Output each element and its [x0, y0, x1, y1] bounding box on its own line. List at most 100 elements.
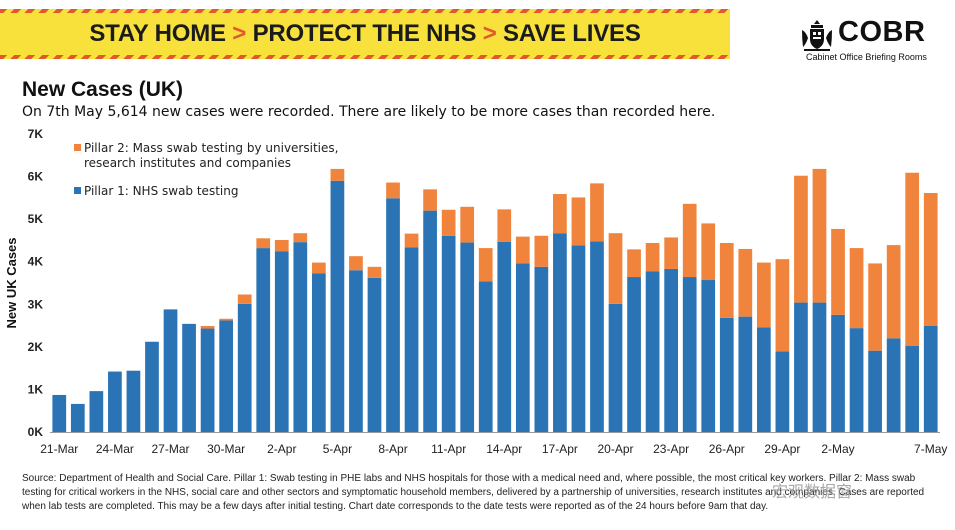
bar-pillar2	[237, 294, 252, 304]
bar-pillar2	[460, 206, 475, 243]
bar-pillar2	[256, 238, 271, 249]
y-tick-label: 7K	[28, 127, 44, 141]
bar-pillar1	[70, 403, 85, 432]
bar-pillar1	[553, 233, 567, 432]
bar-pillar2	[311, 262, 326, 274]
watermark: 宏观数据窗	[772, 482, 853, 501]
bar-pillar1	[311, 273, 326, 432]
x-tick-label: 30-Mar	[207, 442, 245, 456]
chart-subtitle: On 7th May 5,614 new cases were recorded…	[22, 104, 716, 120]
bar-pillar1	[627, 277, 641, 432]
bar-pillar1	[534, 266, 549, 432]
x-tick-label: 8-Apr	[378, 442, 407, 456]
x-tick-label: 24-Mar	[96, 442, 134, 456]
new-cases-chart: 0K 1K 2K 3K 4K 5K 6K 7K New UK Cases 21-Mar 24-Mar…	[4, 127, 947, 456]
slogan-text: STAY HOME > PROTECT THE NHS > SAVE LIVES	[0, 20, 730, 48]
bar-pillar2	[738, 248, 753, 317]
cobr-subtitle: Cabinet Office Briefing Rooms	[806, 52, 927, 62]
x-tick-label: 14-Apr	[486, 442, 522, 456]
y-tick-label: 6K	[28, 170, 44, 184]
bar-pillar1	[237, 303, 252, 432]
bar-pillar1	[89, 391, 104, 432]
legend-swatch	[74, 187, 81, 194]
bar-pillar1	[293, 242, 308, 432]
slogan-part-save-lives: SAVE LIVES	[503, 20, 641, 47]
footer-source: Source: Department of Health and Social …	[22, 473, 925, 512]
bar-pillar1	[404, 247, 419, 432]
bar-pillar2	[590, 183, 604, 242]
bar-pillar2	[534, 235, 549, 267]
bar-pillar2	[293, 233, 308, 243]
bar-pillar1	[497, 241, 512, 432]
bar-pillar1	[608, 303, 623, 432]
bar-pillar1	[905, 346, 920, 432]
x-tick-label: 11-Apr	[431, 442, 466, 456]
bar-pillar1	[590, 241, 604, 432]
x-tick-label: 20-Apr	[598, 442, 634, 456]
bar-pillar2	[849, 248, 864, 329]
bar-pillar1	[738, 316, 753, 432]
bar-pillar1	[274, 251, 289, 432]
bar-pillar1	[849, 328, 864, 432]
bar-pillar1	[886, 338, 901, 432]
bar-pillar1	[719, 317, 734, 432]
y-tick-label: 0K	[28, 425, 44, 439]
x-tick-label: 7-May	[914, 442, 947, 456]
bar-pillar2	[200, 326, 215, 329]
bar-pillar2	[349, 256, 363, 271]
bar-pillar2	[441, 209, 456, 236]
slogan-part-protect-nhs: PROTECT THE NHS	[252, 20, 477, 47]
bar-pillar2	[794, 175, 808, 303]
x-tick-label: 23-Apr	[653, 442, 689, 456]
bar-pillar1	[923, 326, 938, 432]
bar-pillar2	[627, 249, 641, 278]
bar-pillar1	[108, 371, 122, 432]
y-tick-label: 4K	[28, 255, 44, 269]
bar-pillar1	[367, 277, 382, 432]
bar-pillar2	[497, 209, 512, 242]
x-tick-label: 2-Apr	[267, 442, 296, 456]
bar-pillar1	[645, 271, 660, 432]
x-tick-label: 26-Apr	[709, 442, 745, 456]
bar-pillar2	[571, 197, 586, 246]
bar-pillar2	[330, 168, 345, 181]
bar-pillar2	[645, 242, 660, 272]
hazard-stripe-bottom	[0, 55, 730, 59]
bar-pillar2	[404, 233, 419, 248]
bar-pillar1	[664, 268, 679, 432]
bar-pillar2	[831, 228, 845, 315]
x-tick-label: 5-Apr	[323, 442, 352, 456]
bar-pillar2	[812, 168, 827, 303]
bar-pillar2	[719, 242, 734, 318]
bar-pillar2	[478, 248, 493, 282]
bar-pillar2	[423, 189, 437, 211]
royal-crest-icon	[802, 20, 832, 51]
x-tick-label: 2-May	[821, 442, 854, 456]
bar-pillar1	[126, 370, 141, 432]
bar-pillar2	[386, 182, 400, 199]
y-tick-label: 5K	[28, 212, 44, 226]
bar-pillar2	[682, 203, 697, 278]
bar-pillar1	[701, 280, 716, 432]
slogan-banner: STAY HOME > PROTECT THE NHS > SAVE LIVES	[0, 9, 730, 59]
bar-pillar2	[701, 223, 716, 281]
y-tick-label: 1K	[28, 382, 44, 396]
bar-pillar2	[886, 245, 901, 339]
bar-pillar1	[571, 245, 586, 432]
bar-pillar1	[163, 309, 178, 432]
x-tick-label: 29-Apr	[764, 442, 800, 456]
x-tick-label: 21-Mar	[40, 442, 78, 456]
bar-pillar1	[812, 302, 827, 432]
bar-pillar1	[794, 302, 808, 432]
legend-label: research institutes and companies	[84, 156, 291, 170]
bar-pillar1	[868, 350, 882, 432]
bar-pillar1	[775, 351, 790, 432]
slogan-separator: >	[476, 20, 504, 47]
bar-pillar2	[553, 194, 567, 234]
bar-pillar1	[423, 210, 437, 432]
chart-title: New Cases (UK)	[22, 78, 184, 101]
bar-pillar2	[274, 240, 289, 252]
cobr-title: COBR	[838, 16, 926, 48]
bar-pillar2	[515, 236, 530, 264]
x-tick-label: 27-Mar	[152, 442, 190, 456]
